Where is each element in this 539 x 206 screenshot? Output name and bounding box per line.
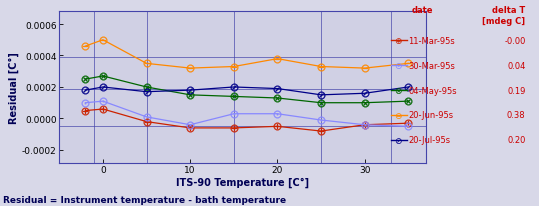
- X-axis label: ITS-90 Temperature [C°]: ITS-90 Temperature [C°]: [176, 177, 309, 187]
- Text: $\otimes$: $\otimes$: [395, 86, 403, 96]
- Text: -0.00: -0.00: [504, 37, 526, 46]
- Text: 11-Mar-95s: 11-Mar-95s: [409, 37, 455, 46]
- Text: $\oslash$: $\oslash$: [395, 135, 403, 145]
- Text: Residual = Instrument temperature - bath temperature: Residual = Instrument temperature - bath…: [3, 195, 286, 204]
- Text: delta T
[mdeg C]: delta T [mdeg C]: [482, 6, 526, 26]
- Text: 04-May-95s: 04-May-95s: [409, 86, 457, 95]
- Text: 0.20: 0.20: [507, 136, 526, 145]
- Text: 0.19: 0.19: [507, 86, 526, 95]
- Y-axis label: Residual [C°]: Residual [C°]: [9, 52, 19, 123]
- Text: $\ominus$: $\ominus$: [395, 110, 403, 120]
- Text: 20-Jul-95s: 20-Jul-95s: [409, 136, 451, 145]
- Text: 20-Jun-95s: 20-Jun-95s: [409, 111, 454, 120]
- Text: $\odot$: $\odot$: [395, 61, 403, 71]
- Text: 30-Mar-95s: 30-Mar-95s: [409, 61, 455, 70]
- Text: 0.04: 0.04: [507, 61, 526, 70]
- Text: date: date: [411, 6, 433, 15]
- Text: $\oplus$: $\oplus$: [395, 36, 403, 46]
- Text: 0.38: 0.38: [507, 111, 526, 120]
